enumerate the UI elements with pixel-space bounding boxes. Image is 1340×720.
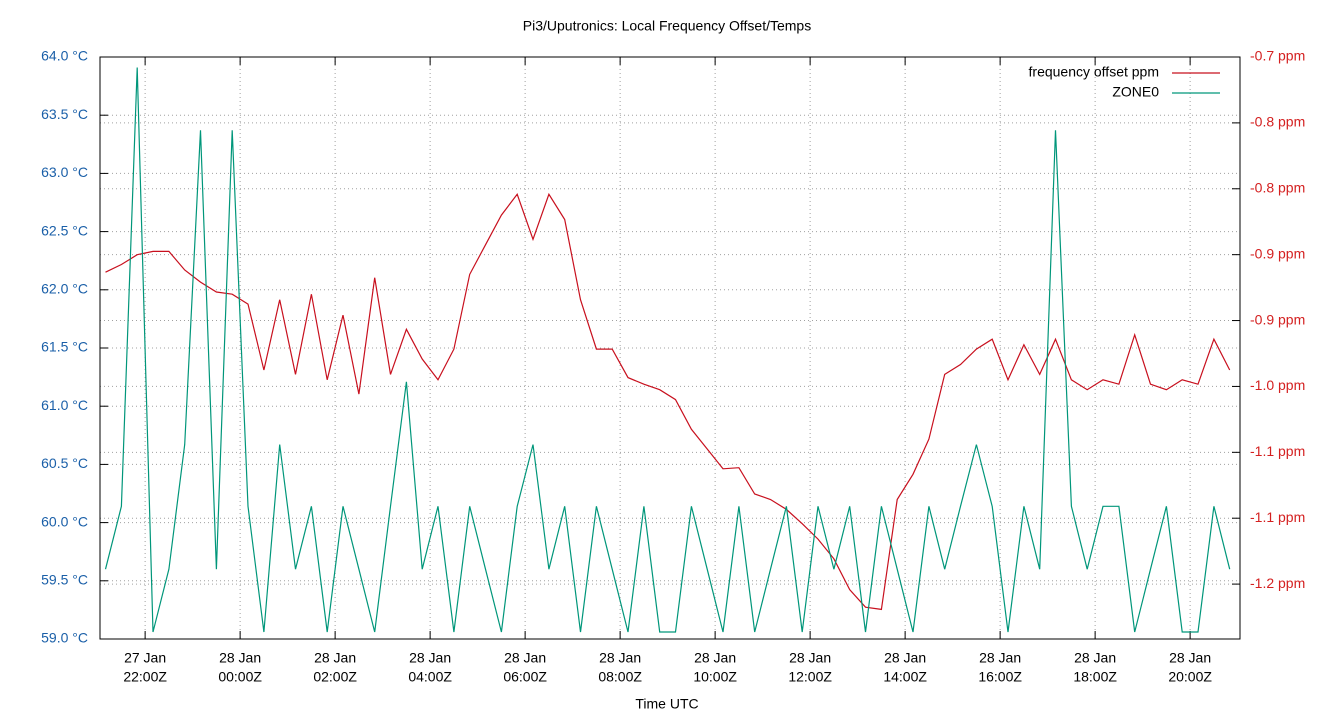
x-tick-label: 28 Jan xyxy=(1169,650,1211,666)
y2-tick-label: -1.2 ppm xyxy=(1250,575,1305,591)
y-tick-label: 64.0 °C xyxy=(41,48,88,64)
plot-border xyxy=(99,56,1241,640)
series-line xyxy=(105,192,1231,611)
x-tick-label: 28 Jan xyxy=(789,650,831,666)
x-tick-label: 28 Jan xyxy=(1074,650,1116,666)
legend-label: frequency offset ppm xyxy=(1029,64,1159,80)
x-tick-label: 28 Jan xyxy=(314,650,356,666)
y2-tick-label: -1.1 ppm xyxy=(1250,509,1305,525)
x-tick-label: 20:00Z xyxy=(1168,669,1212,685)
x-tick-label: 02:00Z xyxy=(313,669,357,685)
x-tick-label: 27 Jan xyxy=(124,650,166,666)
series-line xyxy=(104,67,1231,633)
x-tick-label: 00:00Z xyxy=(218,669,262,685)
x-tick-label: 28 Jan xyxy=(694,650,736,666)
y-tick-label: 59.0 °C xyxy=(41,630,88,646)
legend-label: ZONE0 xyxy=(1112,84,1159,100)
y-tick-label: 61.0 °C xyxy=(41,397,88,413)
y-tick-label: 62.0 °C xyxy=(41,281,88,297)
x-tick-label: 28 Jan xyxy=(599,650,641,666)
y2-tick-label: -0.9 ppm xyxy=(1250,311,1305,327)
x-tick-label: 28 Jan xyxy=(504,650,546,666)
x-tick-label: 22:00Z xyxy=(123,669,167,685)
chart-title: Pi3/Uputronics: Local Frequency Offset/T… xyxy=(523,18,811,34)
x-tick-label: 06:00Z xyxy=(503,669,547,685)
x-tick-label: 28 Jan xyxy=(219,650,261,666)
y2-tick-label: -0.9 ppm xyxy=(1250,245,1305,261)
x-tick-label: 28 Jan xyxy=(409,650,451,666)
y-tick-label: 60.5 °C xyxy=(41,455,88,471)
y-tick-label: 59.5 °C xyxy=(41,572,88,588)
x-tick-label: 16:00Z xyxy=(978,669,1022,685)
y2-tick-label: -0.8 ppm xyxy=(1250,179,1305,195)
y2-tick-label: -1.1 ppm xyxy=(1250,443,1305,459)
x-tick-label: 08:00Z xyxy=(598,669,642,685)
x-axis-label: Time UTC xyxy=(635,696,698,712)
y-tick-label: 62.5 °C xyxy=(41,222,88,238)
x-tick-label: 14:00Z xyxy=(883,669,927,685)
y-tick-label: 60.0 °C xyxy=(41,513,88,529)
x-tick-label: 04:00Z xyxy=(408,669,452,685)
x-tick-label: 28 Jan xyxy=(979,650,1021,666)
x-tick-label: 10:00Z xyxy=(693,669,737,685)
x-tick-label: 28 Jan xyxy=(884,650,926,666)
y-tick-label: 63.0 °C xyxy=(41,164,88,180)
x-tick-label: 18:00Z xyxy=(1073,669,1117,685)
y2-tick-label: -1.0 ppm xyxy=(1250,377,1305,393)
x-tick-label: 12:00Z xyxy=(788,669,832,685)
y2-tick-label: -0.8 ppm xyxy=(1250,114,1305,130)
y2-tick-label: -0.7 ppm xyxy=(1250,48,1305,64)
y-tick-label: 61.5 °C xyxy=(41,339,88,355)
y-tick-label: 63.5 °C xyxy=(41,106,88,122)
